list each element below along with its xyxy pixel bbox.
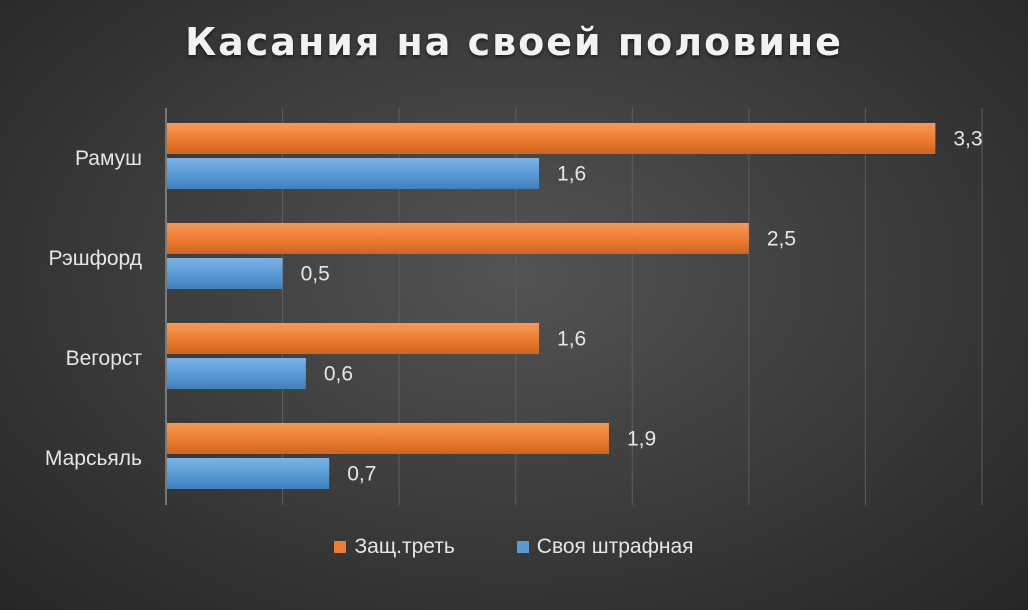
bar-own-box [167, 158, 540, 189]
data-label: 0,5 [301, 263, 330, 286]
category-label: Марсьяль [45, 447, 142, 470]
bar-defensive-third [167, 323, 540, 354]
bar-own-box [167, 458, 330, 489]
data-label: 1,6 [557, 163, 586, 186]
data-label: 0,6 [324, 363, 353, 386]
data-label: 3,3 [953, 128, 982, 151]
legend-label-series-1: Своя штрафная [536, 535, 694, 558]
bars [167, 123, 936, 489]
bar-own-box [167, 358, 306, 389]
legend-label-series-0: Защ.треть [354, 535, 455, 558]
data-labels: 3,3 1,6 2,5 0,5 1,6 0,6 1,9 0,7 [301, 128, 983, 486]
bar-own-box [167, 258, 283, 289]
legend-item-series-1: Своя штрафная [516, 535, 694, 559]
data-label: 2,5 [767, 228, 796, 251]
bar-defensive-third [167, 223, 749, 254]
bar-defensive-third [167, 423, 609, 454]
category-label: Вегорст [66, 347, 143, 370]
data-label: 0,7 [347, 463, 376, 486]
category-label: Рэшфорд [48, 247, 142, 270]
bar-defensive-third [167, 123, 936, 154]
data-label: 1,9 [627, 428, 656, 451]
chart-title: Касания на своей половине [185, 20, 843, 64]
legend-swatch-orange [334, 541, 347, 553]
category-labels: Рамуш Рэшфорд Вегорст Марсьяль [45, 147, 142, 470]
legend-swatch-blue [516, 541, 529, 553]
data-label: 1,6 [557, 328, 586, 351]
legend: Защ.треть Своя штрафная [0, 535, 1028, 559]
category-label: Рамуш [75, 147, 142, 170]
legend-item-series-0: Защ.треть [334, 535, 455, 559]
